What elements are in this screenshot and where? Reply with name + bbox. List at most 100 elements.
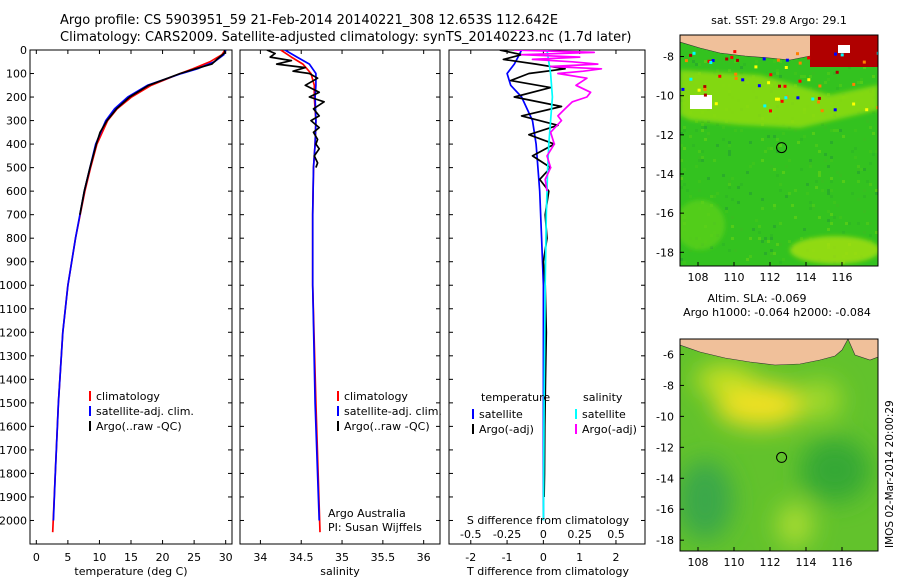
depth-tick-label: 1800 bbox=[0, 467, 27, 480]
x-tick-label: 20 bbox=[156, 551, 170, 564]
sst-pixel bbox=[773, 207, 776, 210]
depth-tick-label: 0 bbox=[20, 44, 27, 57]
difference-xlabel: T difference from climatology bbox=[466, 565, 629, 578]
sst-pixel bbox=[776, 72, 779, 75]
sst-noise-pixel bbox=[780, 99, 784, 103]
sst-pixel bbox=[791, 204, 794, 207]
x-tick-label: 36 bbox=[417, 551, 431, 564]
sst-pixel bbox=[734, 249, 737, 252]
sst-noise-pixel bbox=[775, 97, 778, 101]
x-tick-label: 1 bbox=[576, 551, 583, 564]
sst-pixel bbox=[722, 138, 725, 141]
sst-pixel bbox=[740, 183, 743, 186]
sst-pixel bbox=[761, 159, 764, 162]
x-tick-label: -2 bbox=[465, 551, 476, 564]
legend-title-salinity: salinity bbox=[583, 391, 623, 404]
sst-pixel bbox=[794, 129, 797, 132]
x-tick-label: -1 bbox=[502, 551, 513, 564]
sst-pixel bbox=[809, 159, 812, 162]
sla-map-ticks: 108 110 112 114 116 -6 -8 -10 -12 -14 -16 -18 bbox=[656, 348, 852, 569]
sst-pixel bbox=[827, 93, 830, 96]
sst-pixel bbox=[812, 204, 815, 207]
difference-ticks: -2 -1 0 1 2 -0.5 -0.25 0 0.25 0.5 bbox=[449, 49, 645, 564]
sst-pixel bbox=[794, 72, 797, 75]
sst-pixel bbox=[695, 120, 698, 123]
sst-pixel bbox=[866, 222, 869, 225]
sst-noise-pixel bbox=[734, 76, 738, 80]
sst-pixel bbox=[680, 132, 683, 135]
sst-pixel bbox=[728, 183, 731, 186]
depth-tick-label: 900 bbox=[6, 256, 27, 269]
x-top-tick-label: 0 bbox=[540, 528, 547, 541]
sst-pixel bbox=[716, 69, 719, 72]
sst-pixel bbox=[779, 261, 782, 264]
depth-tick-label: 700 bbox=[6, 209, 27, 222]
map-x-tick-label: 114 bbox=[796, 271, 817, 284]
sst-pixel bbox=[788, 126, 791, 129]
sst-noise-pixel bbox=[817, 100, 820, 104]
sst-pixel bbox=[728, 249, 731, 252]
sst-pixel bbox=[833, 216, 836, 219]
sst-noise-pixel bbox=[692, 51, 696, 55]
sst-pixel bbox=[707, 177, 710, 180]
sst-pixel bbox=[776, 150, 779, 153]
sst-pixel bbox=[797, 141, 800, 144]
map-y-tick-label: -10 bbox=[656, 90, 674, 103]
sst-noise-pixel bbox=[852, 102, 856, 106]
sst-noise-pixel bbox=[714, 102, 718, 106]
sst-cloud-patch bbox=[690, 95, 712, 109]
sst-pixel bbox=[875, 192, 878, 195]
sst-pixel bbox=[728, 186, 731, 189]
sst-pixel bbox=[776, 243, 779, 246]
depth-tick-label: 600 bbox=[6, 185, 27, 198]
sst-patch-west bbox=[680, 200, 725, 250]
sst-noise-pixel bbox=[689, 53, 693, 57]
sst-pixel bbox=[860, 78, 863, 81]
sst-pixel bbox=[782, 258, 785, 261]
sst-pixel bbox=[698, 189, 701, 192]
sst-pixel bbox=[716, 204, 719, 207]
map-y-tick-label: -14 bbox=[656, 168, 674, 181]
salinity-legend: climatology satellite-adj. clim. Argo(..ra… bbox=[337, 390, 442, 433]
sst-pixel bbox=[713, 159, 716, 162]
legend-label: Argo(..raw -QC) bbox=[96, 420, 182, 433]
sst-pixel bbox=[800, 75, 803, 78]
sst-pixel bbox=[704, 126, 707, 129]
difference-top-xlabel: S difference from climatology bbox=[467, 514, 630, 527]
sst-pixel bbox=[755, 219, 758, 222]
depth-tick-label: 1900 bbox=[0, 491, 27, 504]
sst-noise-pixel bbox=[709, 61, 713, 64]
sst-pixel bbox=[680, 177, 683, 180]
sst-white-patch bbox=[838, 45, 850, 53]
series-line-s-satellite bbox=[542, 50, 554, 521]
sst-pixel bbox=[830, 222, 833, 225]
map-y-tick-label: -18 bbox=[656, 534, 674, 547]
sst-pixel bbox=[800, 237, 803, 240]
salinity-lines bbox=[266, 50, 325, 533]
sst-pixel bbox=[776, 174, 779, 177]
sst-pixel bbox=[803, 135, 806, 138]
sst-pixel bbox=[767, 240, 770, 243]
sst-pixel bbox=[695, 165, 698, 168]
sst-noise-pixel bbox=[784, 96, 788, 100]
sst-pixel bbox=[761, 207, 764, 210]
sst-noise-pixel bbox=[730, 55, 734, 59]
salinity-xlabel: salinity bbox=[320, 565, 360, 578]
sst-noise-pixel bbox=[734, 72, 738, 76]
sla-low-blob-east bbox=[800, 438, 870, 502]
x-tick-label: 5 bbox=[64, 551, 71, 564]
x-top-tick-label: -0.25 bbox=[493, 528, 521, 541]
sst-pixel bbox=[872, 75, 875, 78]
x-top-tick-label: 0.25 bbox=[567, 528, 592, 541]
x-tick-label: 15 bbox=[124, 551, 138, 564]
sst-noise-pixel bbox=[769, 109, 772, 113]
sst-pixel bbox=[830, 195, 833, 198]
sst-pixel bbox=[737, 186, 740, 189]
sst-pixel bbox=[770, 234, 773, 237]
series-line-satellite-adj-clim- bbox=[284, 50, 321, 521]
legend-label: satellite bbox=[582, 408, 626, 421]
sst-pixel bbox=[863, 231, 866, 234]
sst-pixel bbox=[770, 237, 773, 240]
sst-pixel bbox=[845, 222, 848, 225]
sst-pixel bbox=[701, 120, 704, 123]
